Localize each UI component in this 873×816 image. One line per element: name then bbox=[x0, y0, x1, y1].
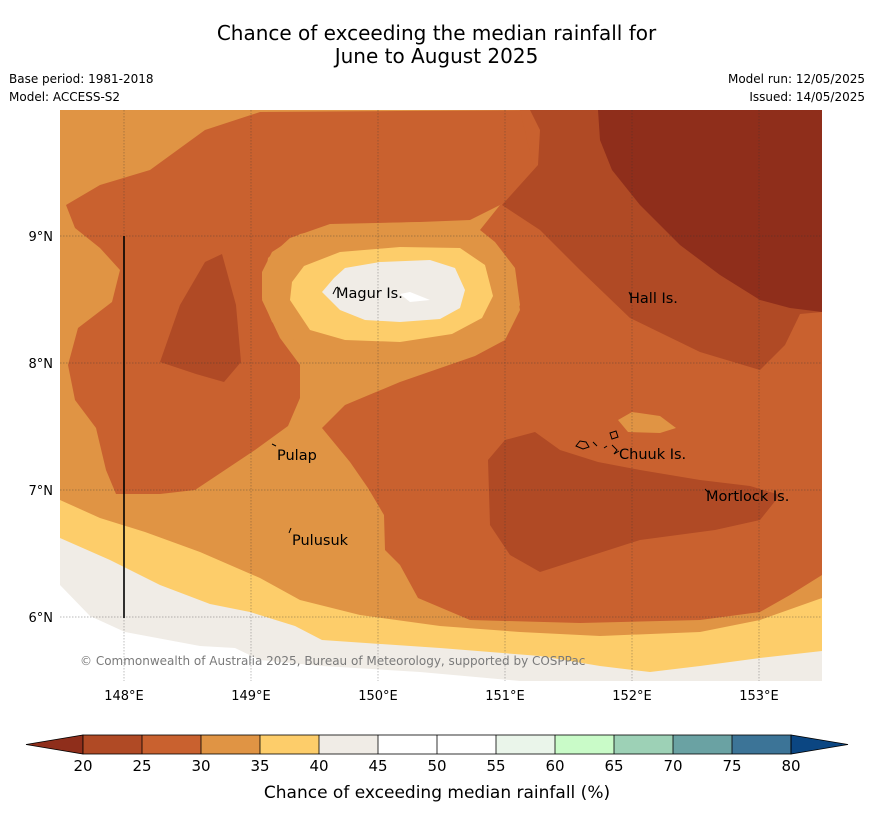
colorbar-tick-50: 50 bbox=[427, 757, 446, 775]
pulusuk-island-shape bbox=[288, 527, 292, 534]
lon-label-150e: 150°E bbox=[358, 689, 398, 704]
map-title: Chance of exceeding the median rainfall … bbox=[0, 22, 873, 68]
issued-date: Issued: 14/05/2025 bbox=[749, 90, 865, 104]
colorbar-extend-low bbox=[25, 734, 84, 755]
colorbar-bin-50-55 bbox=[437, 735, 496, 754]
map-title-line2: June to August 2025 bbox=[334, 44, 539, 68]
colorbar-tick-45: 45 bbox=[368, 757, 387, 775]
zone-40-45-central bbox=[322, 260, 465, 322]
rainfall-contour-map bbox=[60, 110, 822, 681]
colorbar-tick-80: 80 bbox=[781, 757, 800, 775]
magur-island-shape bbox=[332, 286, 339, 295]
colorbar-bin-40-45 bbox=[319, 735, 378, 754]
zone-20-25-west-blob bbox=[160, 254, 241, 382]
colorbar-bin-30-35 bbox=[201, 735, 260, 754]
colorbar-bin-20-25 bbox=[83, 735, 142, 754]
colorbar-bin-25-30 bbox=[142, 735, 201, 754]
colorbar-extend-high bbox=[790, 734, 849, 755]
copyright-notice: © Commonwealth of Australia 2025, Bureau… bbox=[80, 654, 585, 668]
zone-30-35-chuuk-patch bbox=[618, 412, 676, 433]
map-title-line1: Chance of exceeding the median rainfall … bbox=[216, 21, 657, 45]
hall-island-shape bbox=[628, 291, 632, 297]
label-pulusuk: Pulusuk bbox=[292, 533, 349, 549]
colorbar-tick-25: 25 bbox=[132, 757, 151, 775]
lat-label-6n: 6°N bbox=[29, 611, 54, 626]
zone-25-30-west bbox=[66, 110, 540, 494]
colorbar-tick-60: 60 bbox=[545, 757, 564, 775]
model-name: Model: ACCESS-S2 bbox=[9, 90, 121, 104]
lon-label-149e: 149°E bbox=[231, 689, 271, 704]
label-chuuk-is: Chuuk Is. bbox=[619, 447, 686, 463]
colorbar-tick-75: 75 bbox=[722, 757, 741, 775]
zone-45-50-central bbox=[400, 292, 430, 302]
meta-right: Model run: 12/05/2025 Issued: 14/05/2025 bbox=[728, 70, 865, 106]
colorbar-bin-55-60 bbox=[496, 735, 555, 754]
pulap-island-shape bbox=[271, 443, 277, 447]
colorbar-label: Chance of exceeding median rainfall (%) bbox=[264, 783, 610, 803]
colorbar-bin-70-75 bbox=[673, 735, 732, 754]
colorbar-bin-35-40 bbox=[260, 735, 319, 754]
zone-40-45-south bbox=[60, 538, 822, 681]
colorbar-bin-45-50 bbox=[378, 735, 437, 754]
label-magur-is: Magur Is. bbox=[336, 286, 403, 302]
lon-label-148e: 148°E bbox=[104, 689, 144, 704]
colorbar-tick-55: 55 bbox=[486, 757, 505, 775]
label-pulap: Pulap bbox=[277, 448, 317, 464]
label-mortlock-is: Mortlock Is. bbox=[706, 489, 789, 505]
lon-label-152e: 152°E bbox=[612, 689, 652, 704]
colorbar-bin-65-70 bbox=[614, 735, 673, 754]
colorbar-tick-35: 35 bbox=[250, 757, 269, 775]
meta-left: Base period: 1981-2018 Model: ACCESS-S2 bbox=[9, 70, 154, 106]
base-period: Base period: 1981-2018 bbox=[9, 72, 154, 86]
model-run-date: Model run: 12/05/2025 bbox=[727, 72, 865, 86]
lon-label-151e: 151°E bbox=[485, 689, 525, 704]
lat-label-9n: 9°N bbox=[29, 230, 54, 245]
lat-label-8n: 8°N bbox=[29, 357, 54, 372]
colorbar-tick-70: 70 bbox=[663, 757, 682, 775]
lat-label-7n: 7°N bbox=[29, 484, 54, 499]
colorbar-tick-30: 30 bbox=[191, 757, 210, 775]
colorbar-tick-40: 40 bbox=[309, 757, 328, 775]
zone-20-25-southeast bbox=[488, 432, 780, 572]
zone-below20-northeast bbox=[598, 110, 822, 312]
colorbar-tick-65: 65 bbox=[604, 757, 623, 775]
label-hall-is: Hall Is. bbox=[629, 291, 678, 307]
zone-45-50-southwest bbox=[60, 585, 520, 681]
colorbar-bin-75-80 bbox=[732, 735, 791, 754]
mortlock-island-shape bbox=[704, 488, 709, 493]
colorbar-dividers bbox=[141, 735, 733, 754]
colorbar-bin-60-65 bbox=[555, 735, 614, 754]
chuuk-lagoon-shape bbox=[575, 430, 620, 455]
lon-label-153e: 153°E bbox=[739, 689, 779, 704]
colorbar-tick-20: 20 bbox=[73, 757, 92, 775]
island-outlines bbox=[271, 286, 709, 534]
colorbar: 20 25 30 35 40 45 50 55 60 65 70 75 80 C… bbox=[25, 734, 849, 803]
